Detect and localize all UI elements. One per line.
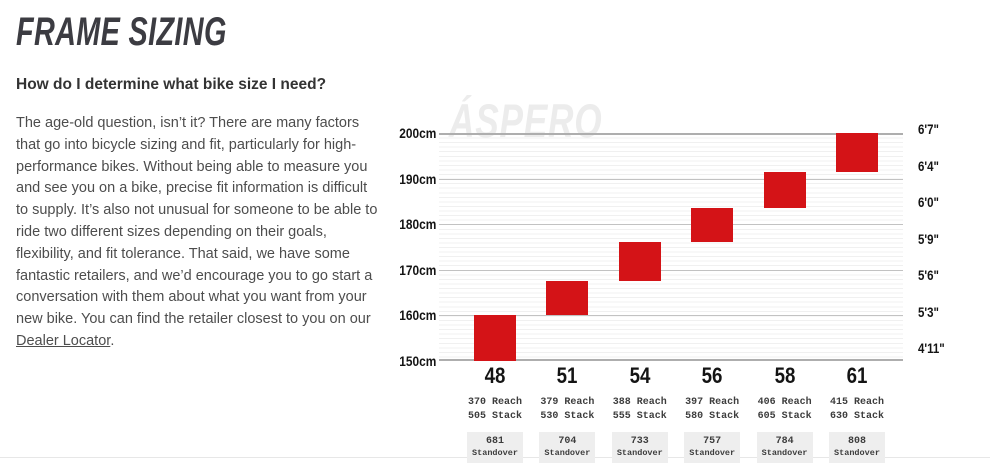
geometry-54: 388 Reach 555 Stack [604, 396, 676, 424]
cm-tick-180: 180cm [399, 216, 437, 233]
reach-value-56: 397 Reach [685, 397, 740, 408]
standover-box-54: 733 Standover [611, 432, 668, 463]
geometry-61: 415 Reach 630 Stack [821, 396, 893, 424]
reach-value-58: 406 Reach [757, 397, 812, 408]
ftin-tick: 4'11" [918, 341, 945, 356]
intro-text-end: . [110, 332, 115, 349]
intro-panel: FRAME SIZING How do I determine what bik… [16, 8, 382, 353]
size-label-48: 48 [484, 363, 506, 388]
standover-box-48: 681 Standover [467, 432, 523, 463]
stack-value-58: 605 Stack [757, 411, 812, 422]
chart-plot-area [439, 133, 903, 361]
size-column-56: 56 397 Reach 580 Stack 757 Standover [676, 363, 748, 463]
reach-value-51: 379 Reach [540, 397, 595, 408]
size-column-61: 61 415 Reach 630 Stack 808 Standover [821, 363, 893, 463]
cm-tick-190: 190cm [399, 170, 437, 187]
page-title: FRAME SIZING [16, 10, 227, 54]
size-bar-48 [474, 315, 516, 361]
geometry-48: 370 Reach 505 Stack [459, 396, 531, 424]
stack-value-61: 630 Stack [829, 411, 884, 422]
ftin-tick: 6'4" [918, 158, 939, 174]
intro-text: The age-old question, isn’t it? There ar… [16, 115, 378, 328]
size-bar-61 [836, 133, 878, 172]
ftin-tick: 6'7" [918, 122, 939, 137]
reach-value-54: 388 Reach [612, 397, 667, 408]
cm-tick-150: 150cm [399, 353, 437, 369]
gridline-150cm [439, 359, 903, 361]
cm-tick-200: 200cm [399, 125, 437, 141]
reach-value-61: 415 Reach [829, 397, 884, 408]
sizing-question-heading: How do I determine what bike size I need… [16, 76, 327, 93]
ftin-tick: 6'0" [918, 195, 939, 210]
reach-value-48: 370 Reach [467, 397, 522, 408]
cm-tick-170: 170cm [399, 261, 437, 278]
standover-label-61: Standover [834, 448, 880, 458]
size-label-58: 58 [774, 363, 795, 388]
geometry-51: 379 Reach 530 Stack [531, 396, 603, 424]
size-bar-56 [691, 208, 734, 243]
size-column-58: 58 406 Reach 605 Stack 784 Standover [749, 363, 821, 463]
standover-label-58: Standover [761, 448, 808, 458]
height-axis-ftin: 6'7" 6'4" 6'0" 5'9" 5'6" 5'3" 4'11" [918, 122, 949, 356]
gridline-170cm [439, 269, 903, 271]
gridline-200cm [439, 133, 903, 135]
standover-box-56: 757 Standover [684, 432, 741, 463]
stack-value-54: 555 Stack [612, 411, 667, 422]
frame-size-chart: ÁSPERO 200cm 190cm 180cm 170cm 160cm 150cm 6'… [393, 95, 990, 463]
size-column-51: 51 379 Reach 530 Stack 704 Standover [531, 363, 603, 463]
standover-box-58: 784 Standover [756, 432, 813, 463]
size-column-54: 54 388 Reach 555 Stack 733 Standover [604, 363, 676, 463]
ftin-tick: 5'3" [918, 304, 939, 320]
geometry-56: 397 Reach 580 Stack [676, 396, 748, 424]
gridline-160cm [439, 315, 903, 317]
standover-value-61: 808 [847, 436, 866, 447]
standover-value-56: 757 [703, 436, 722, 447]
stack-value-56: 580 Stack [685, 411, 740, 422]
size-label-54: 54 [629, 363, 651, 388]
size-label-56: 56 [701, 363, 723, 388]
standover-value-58: 784 [775, 436, 794, 447]
gridline-190cm [439, 178, 903, 180]
standover-value-54: 733 [630, 436, 649, 447]
ftin-tick: 5'9" [918, 231, 939, 247]
size-bar-58 [763, 171, 806, 209]
intro-paragraph: The age-old question, isn’t it? There ar… [16, 113, 382, 353]
stack-value-48: 505 Stack [467, 411, 522, 422]
standover-label-56: Standover [689, 448, 736, 458]
standover-label-51: Standover [544, 448, 591, 458]
size-bar-51 [546, 281, 589, 316]
size-column-48: 48 370 Reach 505 Stack 681 Standover [459, 363, 531, 463]
size-label-51: 51 [556, 363, 578, 388]
size-label-61: 61 [846, 363, 868, 388]
gridline-180cm [439, 224, 903, 226]
standover-label-54: Standover [616, 448, 663, 458]
cm-tick-160: 160cm [399, 307, 437, 324]
standover-label-48: Standover [472, 448, 518, 458]
geometry-58: 406 Reach 605 Stack [749, 396, 821, 424]
size-bar-54 [618, 242, 661, 282]
standover-box-51: 704 Standover [539, 432, 596, 463]
stack-value-51: 530 Stack [540, 411, 595, 422]
dealer-locator-link[interactable]: Dealer Locator [16, 332, 111, 349]
standover-value-51: 704 [558, 436, 577, 447]
standover-value-48: 681 [485, 436, 504, 447]
ftin-tick: 5'6" [918, 268, 939, 283]
standover-box-61: 808 Standover [829, 432, 885, 463]
